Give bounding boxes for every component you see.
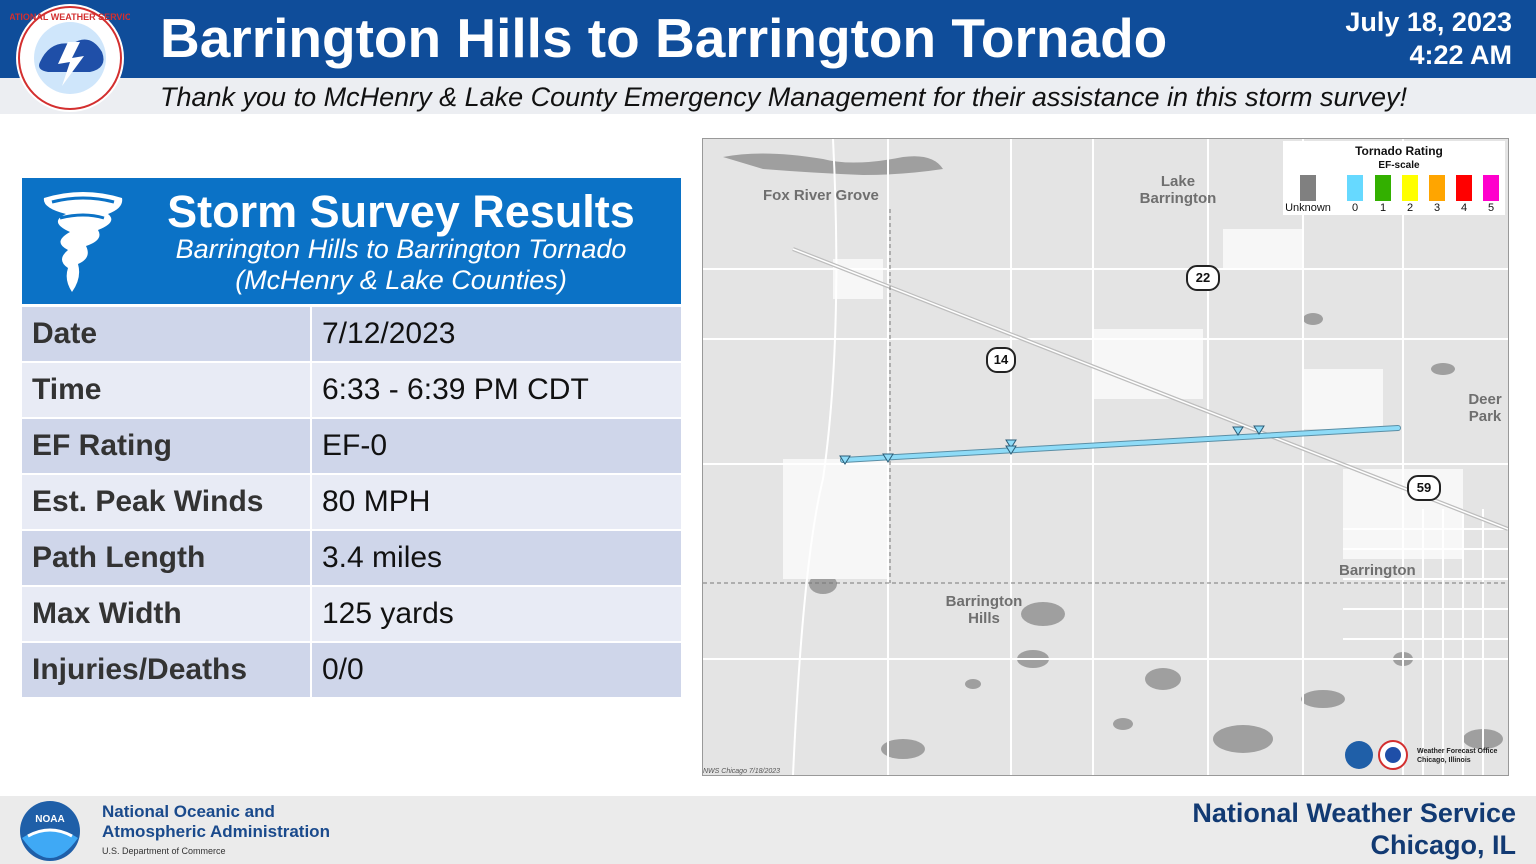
thanks-text: Thank you to McHenry & Lake County Emerg… xyxy=(160,82,1408,112)
legend-label-ef4: 4 xyxy=(1460,202,1468,214)
row-value: 0/0 xyxy=(311,642,681,699)
nws-logo-text: NATIONAL WEATHER SERVICE xyxy=(10,12,130,22)
survey-results-table: Date 7/12/2023 Time 6:33 - 6:39 PM CDT EF … xyxy=(22,307,681,699)
legend-label-ef2: 2 xyxy=(1406,202,1414,214)
header-bar xyxy=(0,0,1536,78)
row-value: 6:33 - 6:39 PM CDT xyxy=(311,362,681,419)
legend-label-unknown: Unknown xyxy=(1285,202,1331,214)
legend-title: Tornado Rating xyxy=(1355,144,1443,158)
row-value: 80 MPH xyxy=(311,474,681,531)
issued-time: 4:22 AM xyxy=(1409,40,1512,70)
legend-swatch-ef3 xyxy=(1429,175,1445,201)
issued-date: July 18, 2023 xyxy=(1345,7,1512,37)
place-label-barrington-hills: Barrington Hills xyxy=(945,593,1023,627)
rating-legend: Tornado Rating EF-scale Unknown 0 1 2 3 … xyxy=(1283,141,1505,215)
wfo-line-2: Chicago, Illinois xyxy=(1417,757,1471,764)
legend-label-ef0: 0 xyxy=(1351,202,1359,214)
row-value: 125 yards xyxy=(311,586,681,643)
thanks-bar xyxy=(0,78,1536,114)
row-value: 7/12/2023 xyxy=(311,307,681,363)
row-label: Path Length xyxy=(22,530,312,587)
results-subtitle-name: Barrington Hills to Barrington Tornado xyxy=(175,234,627,264)
page-title: Barrington Hills to Barrington Tornado xyxy=(160,7,1168,69)
results-subtitle-counties: (McHenry & Lake Counties) xyxy=(235,265,567,295)
legend-subtitle: EF-scale xyxy=(1378,160,1420,171)
legend-label-ef5: 5 xyxy=(1487,202,1495,214)
noaa-name-line-1: National Oceanic and xyxy=(102,802,275,821)
noaa-logo-icon: NOAA xyxy=(20,801,80,861)
place-label-fox-river-grove: Fox River Grove xyxy=(763,187,879,204)
row-label: Time xyxy=(22,362,312,419)
track-map[interactable]: Fox River Grove Lake Barrington Deer Par… xyxy=(702,138,1509,776)
map-wfo-caption: Weather Forecast Office Chicago, Illinoi… xyxy=(1417,747,1497,765)
map-basemap xyxy=(703,139,1508,775)
map-agency-logos-icon xyxy=(1345,740,1408,770)
row-label: EF Rating xyxy=(22,418,312,475)
row-value: EF-0 xyxy=(311,418,681,475)
legend-swatch-ef5 xyxy=(1483,175,1499,201)
route-22-shield: 22 xyxy=(1186,265,1220,291)
issued-datetime: July 18, 2023 4:22 AM xyxy=(1345,6,1512,72)
legend-swatch-unknown xyxy=(1300,175,1316,201)
results-card: Storm Survey Results Barrington Hills to… xyxy=(22,178,681,304)
legend-swatch-ef2 xyxy=(1402,175,1418,201)
legend-swatch-ef0 xyxy=(1347,175,1363,201)
row-label: Max Width xyxy=(22,586,312,643)
table-row: Time 6:33 - 6:39 PM CDT xyxy=(22,362,681,419)
place-label-barrington: Barrington xyxy=(1339,562,1416,579)
wfo-line-1: Weather Forecast Office xyxy=(1417,748,1498,755)
place-label-lake-barrington: Lake Barrington xyxy=(1139,173,1217,207)
table-row: Path Length 3.4 miles xyxy=(22,530,681,587)
results-title: Storm Survey Results xyxy=(167,186,635,237)
row-label: Date xyxy=(22,307,312,363)
route-59-shield: 59 xyxy=(1407,475,1441,501)
nws-logo-icon: NATIONAL WEATHER SERVICE xyxy=(10,4,130,112)
legend-label-ef1: 1 xyxy=(1379,202,1387,214)
tornado-icon xyxy=(43,192,123,292)
legend-swatch-ef1 xyxy=(1375,175,1391,201)
table-row: Injuries/Deaths 0/0 xyxy=(22,642,681,699)
place-label-deer-park: Deer Park xyxy=(1468,391,1502,425)
row-label: Est. Peak Winds xyxy=(22,474,312,531)
tornado-track[interactable] xyxy=(841,426,1400,462)
footer-bar xyxy=(0,796,1536,864)
row-value: 3.4 miles xyxy=(311,530,681,587)
row-label: Injuries/Deaths xyxy=(22,642,312,699)
office-name: National Weather Service xyxy=(1192,798,1516,828)
table-row: Max Width 125 yards xyxy=(22,586,681,643)
noaa-department: U.S. Department of Commerce xyxy=(102,846,226,856)
map-credit: NWS Chicago 7/18/2023 xyxy=(703,768,781,775)
noaa-logo-text: NOAA xyxy=(35,814,64,825)
office-location: Chicago, IL xyxy=(1370,830,1516,860)
noaa-name-line-2: Atmospheric Administration xyxy=(102,822,330,841)
table-row: Date 7/12/2023 xyxy=(22,307,681,363)
table-row: EF Rating EF-0 xyxy=(22,418,681,475)
table-row: Est. Peak Winds 80 MPH xyxy=(22,474,681,531)
legend-label-ef3: 3 xyxy=(1433,202,1441,214)
legend-swatch-ef4 xyxy=(1456,175,1472,201)
route-14-shield: 14 xyxy=(986,347,1016,373)
